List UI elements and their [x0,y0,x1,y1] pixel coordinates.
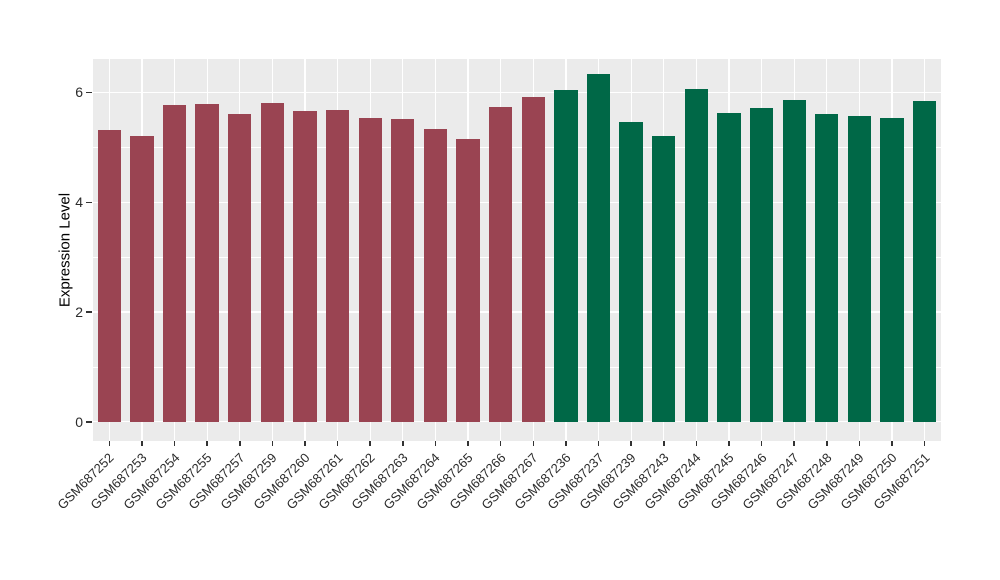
y-tick-label: 6 [75,84,83,101]
x-tick-mark [173,441,176,446]
bar [162,105,187,422]
bar [130,136,154,422]
y-tick-label: 2 [75,304,83,321]
x-tick-mark [728,441,730,446]
bar [913,100,937,422]
x-tick-mark [141,441,143,446]
x-tick-mark [793,441,795,446]
bar [684,89,709,422]
bar [391,119,415,422]
x-tick-mark [499,441,502,446]
bar [847,116,872,422]
x-tick-mark [630,441,632,446]
x-tick-mark [467,441,469,446]
minor-gridline [93,366,941,368]
bar [489,106,513,422]
minor-gridline [93,256,941,258]
major-gridline [93,311,941,313]
bar [228,113,252,422]
bar [521,96,545,422]
bar [652,136,676,422]
x-tick-mark [532,441,535,446]
bar [586,74,611,422]
bar [554,89,578,422]
bar [195,104,219,422]
x-tick-mark [434,441,437,446]
x-tick-mark [891,441,893,446]
x-tick-mark [206,441,208,446]
y-axis-title: Expression Level [56,192,74,308]
plot-panel [93,59,941,441]
y-tick-mark [86,421,92,423]
x-tick-mark [760,441,763,446]
x-tick-mark [858,441,861,446]
x-tick-mark [336,441,339,446]
bar [358,117,382,422]
bar [260,102,285,422]
bar [717,113,741,422]
bar [749,107,774,422]
y-tick-label: 4 [75,194,83,211]
minor-gridline [93,146,941,148]
x-tick-mark [108,441,111,446]
x-tick-mark [565,441,567,446]
bar [325,110,350,422]
x-tick-mark [304,441,306,446]
x-tick-mark [695,441,698,446]
bar [97,130,121,422]
y-tick-mark [86,201,92,203]
y-tick-label: 0 [75,413,83,430]
x-tick-mark [597,441,600,446]
major-gridline [93,91,941,94]
bar [815,113,839,422]
major-gridline [93,421,941,423]
bar [782,100,806,422]
x-tick-mark [826,441,828,446]
major-gridline [93,201,941,203]
bar [293,110,317,422]
y-tick-mark [86,91,92,94]
bar [619,122,643,422]
x-tick-mark [923,441,926,446]
x-tick-mark [402,441,404,446]
x-tick-mark [663,441,665,446]
bar [423,129,448,422]
bar [456,139,480,422]
x-tick-mark [271,441,274,446]
x-tick-mark [239,441,241,446]
x-tick-mark [369,441,371,446]
bar [880,117,904,422]
y-tick-mark [86,311,92,313]
